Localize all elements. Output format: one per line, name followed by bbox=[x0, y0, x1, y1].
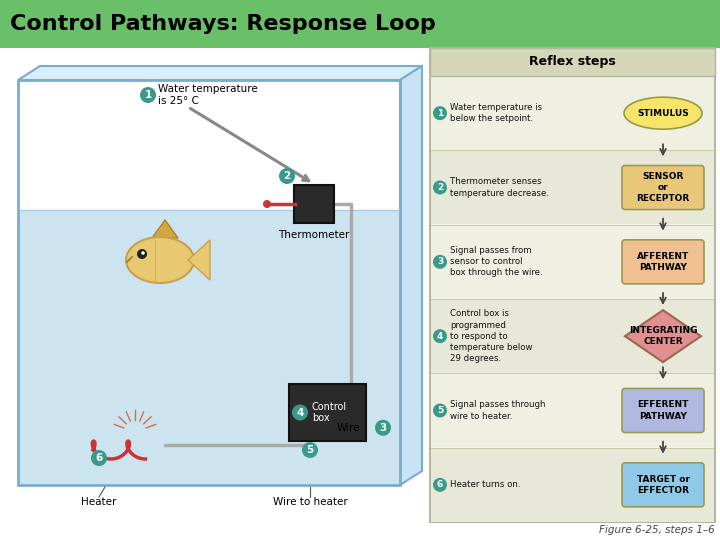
Ellipse shape bbox=[433, 106, 447, 120]
Polygon shape bbox=[625, 310, 701, 362]
FancyBboxPatch shape bbox=[289, 384, 366, 441]
FancyBboxPatch shape bbox=[431, 225, 714, 299]
Text: 4: 4 bbox=[297, 408, 304, 417]
FancyBboxPatch shape bbox=[431, 151, 714, 224]
Ellipse shape bbox=[292, 404, 308, 421]
Polygon shape bbox=[152, 220, 178, 238]
Ellipse shape bbox=[433, 255, 447, 269]
FancyBboxPatch shape bbox=[431, 374, 714, 447]
Text: Figure 6-25, steps 1–6: Figure 6-25, steps 1–6 bbox=[599, 525, 715, 535]
Ellipse shape bbox=[263, 200, 271, 208]
Text: Thermometer senses
temperature decrease.: Thermometer senses temperature decrease. bbox=[450, 178, 549, 198]
Text: EFFERENT
PATHWAY: EFFERENT PATHWAY bbox=[637, 401, 689, 421]
Text: Heater turns on.: Heater turns on. bbox=[450, 481, 521, 489]
Text: Water temperature is
below the setpoint.: Water temperature is below the setpoint. bbox=[450, 103, 542, 123]
FancyBboxPatch shape bbox=[431, 448, 714, 522]
Ellipse shape bbox=[141, 251, 145, 255]
Text: Signal passes through
wire to heater.: Signal passes through wire to heater. bbox=[450, 401, 546, 421]
Ellipse shape bbox=[433, 180, 447, 194]
Ellipse shape bbox=[375, 420, 391, 436]
FancyBboxPatch shape bbox=[622, 463, 704, 507]
Text: Heater: Heater bbox=[81, 497, 117, 507]
Text: 3: 3 bbox=[437, 258, 443, 266]
Text: 6: 6 bbox=[95, 453, 103, 463]
Ellipse shape bbox=[91, 450, 107, 466]
Polygon shape bbox=[18, 66, 422, 80]
Ellipse shape bbox=[433, 478, 447, 492]
Text: 1: 1 bbox=[145, 90, 152, 100]
Ellipse shape bbox=[137, 249, 147, 259]
Polygon shape bbox=[188, 240, 210, 280]
Ellipse shape bbox=[433, 403, 447, 417]
Ellipse shape bbox=[433, 329, 447, 343]
Text: 5: 5 bbox=[437, 406, 443, 415]
Text: 2: 2 bbox=[284, 171, 291, 181]
Ellipse shape bbox=[126, 237, 194, 283]
FancyBboxPatch shape bbox=[431, 77, 714, 150]
FancyBboxPatch shape bbox=[5, 48, 425, 522]
Text: Control Pathways: Response Loop: Control Pathways: Response Loop bbox=[10, 14, 436, 34]
Text: SENSOR
or
RECEPTOR: SENSOR or RECEPTOR bbox=[636, 172, 690, 203]
FancyBboxPatch shape bbox=[430, 48, 715, 522]
Text: 4: 4 bbox=[437, 332, 444, 341]
Text: 1: 1 bbox=[437, 109, 443, 118]
Text: INTEGRATING
CENTER: INTEGRATING CENTER bbox=[629, 326, 697, 346]
FancyBboxPatch shape bbox=[622, 388, 704, 433]
Text: Control
box: Control box bbox=[312, 402, 347, 423]
Text: STIMULUS: STIMULUS bbox=[637, 109, 689, 118]
FancyBboxPatch shape bbox=[18, 210, 400, 485]
Text: Reflex steps: Reflex steps bbox=[529, 56, 616, 69]
Text: Thermometer: Thermometer bbox=[279, 230, 350, 240]
Text: Wire to heater: Wire to heater bbox=[273, 497, 347, 507]
Text: Control box is
programmed
to respond to
temperature below
29 degrees.: Control box is programmed to respond to … bbox=[450, 309, 533, 363]
Ellipse shape bbox=[302, 442, 318, 458]
FancyBboxPatch shape bbox=[294, 185, 334, 223]
Text: AFFERENT
PATHWAY: AFFERENT PATHWAY bbox=[637, 252, 689, 272]
Text: 6: 6 bbox=[437, 481, 443, 489]
Text: 5: 5 bbox=[307, 445, 314, 455]
Ellipse shape bbox=[140, 87, 156, 103]
Text: Water temperature
is 25° C: Water temperature is 25° C bbox=[158, 84, 258, 106]
FancyBboxPatch shape bbox=[430, 48, 715, 76]
Text: 2: 2 bbox=[437, 183, 443, 192]
FancyBboxPatch shape bbox=[622, 240, 704, 284]
Text: TARGET or
EFFECTOR: TARGET or EFFECTOR bbox=[636, 475, 690, 495]
Ellipse shape bbox=[279, 168, 295, 184]
FancyBboxPatch shape bbox=[622, 165, 704, 210]
Text: Wire: Wire bbox=[337, 423, 361, 433]
Ellipse shape bbox=[624, 97, 702, 129]
FancyBboxPatch shape bbox=[0, 0, 720, 48]
FancyBboxPatch shape bbox=[431, 300, 714, 373]
Text: Signal passes from
sensor to control
box through the wire.: Signal passes from sensor to control box… bbox=[450, 246, 543, 278]
Polygon shape bbox=[400, 66, 422, 485]
Text: 3: 3 bbox=[379, 423, 387, 433]
